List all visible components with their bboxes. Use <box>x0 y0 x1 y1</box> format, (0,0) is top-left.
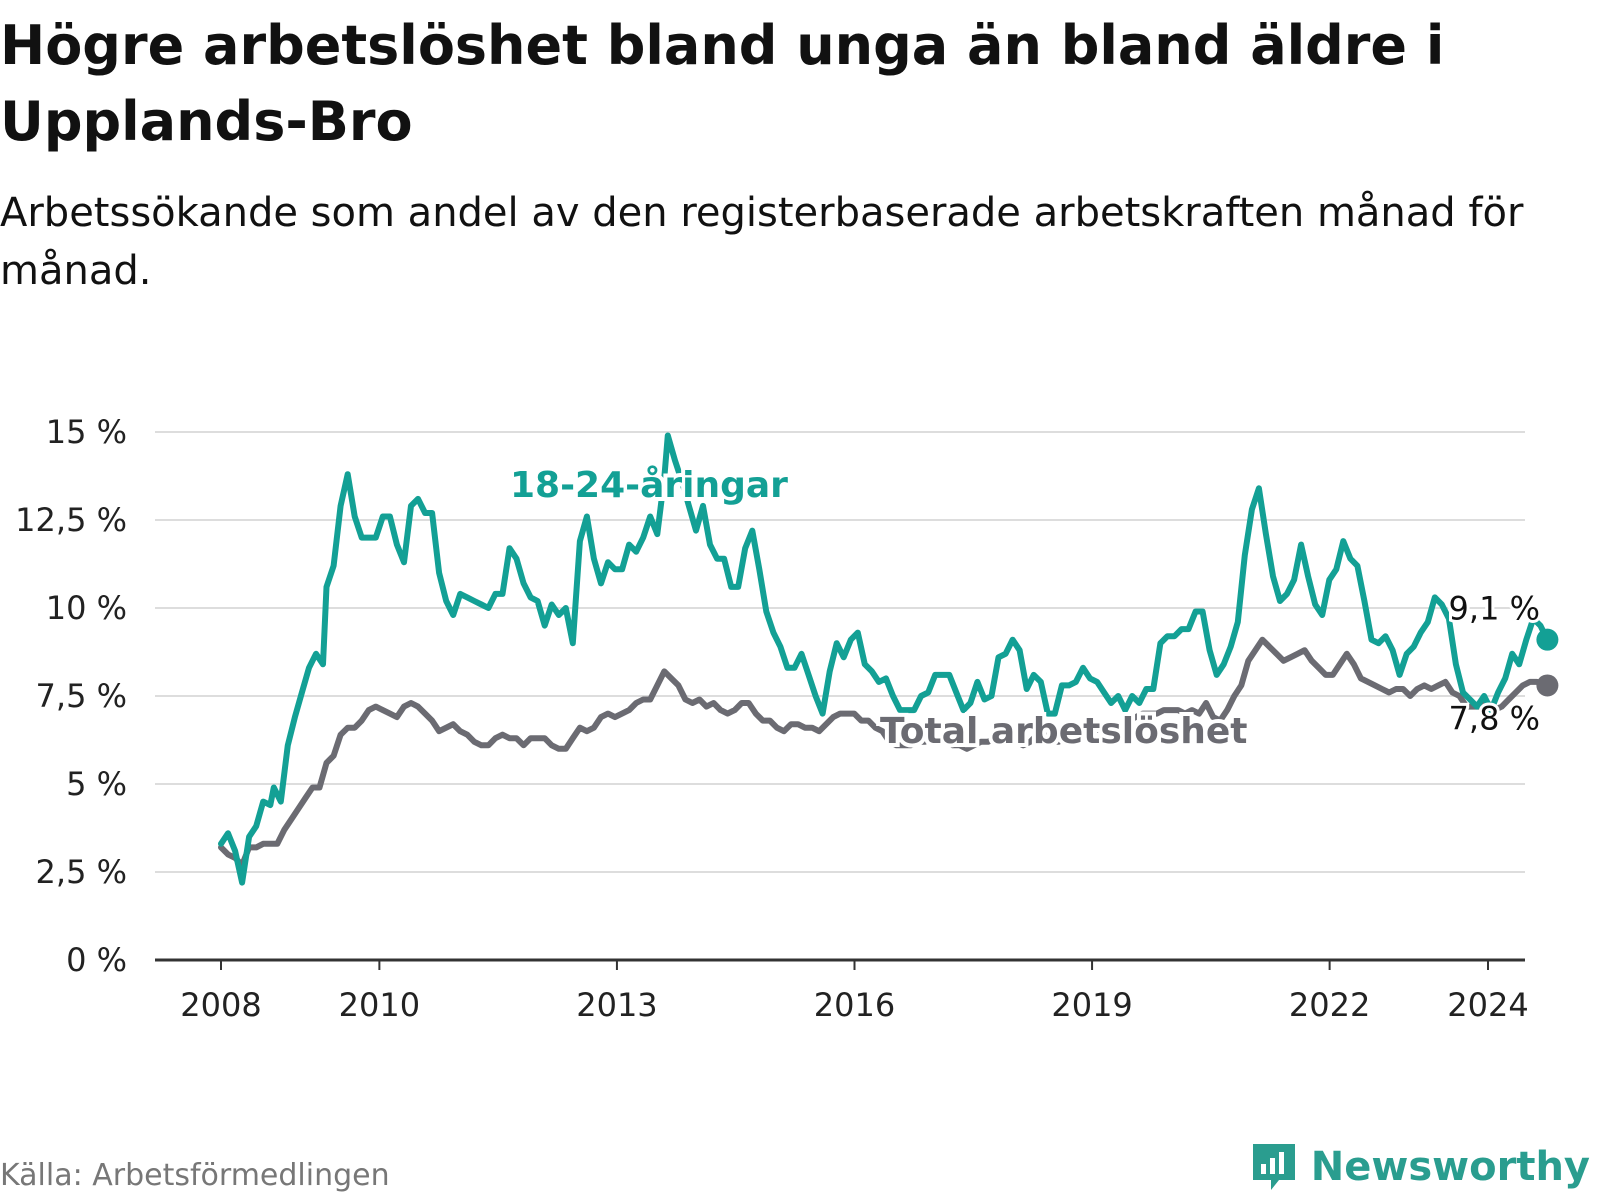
x-tick-label: 2022 <box>1289 986 1370 1024</box>
y-tick-label: 15 % <box>46 413 127 451</box>
end-point-total <box>1536 674 1559 697</box>
chart-subtitle: Arbetssökande som andel av den registerb… <box>0 190 1524 294</box>
x-tick-label: 2019 <box>1051 986 1132 1024</box>
y-tick-label: 12,5 % <box>15 501 127 539</box>
x-tick-label: 2024 <box>1447 986 1528 1024</box>
series-label-total: Total arbetslöshet <box>880 711 1248 752</box>
end-label-youth: 9,1 % <box>1449 590 1540 628</box>
x-axis: 2008 2010 2013 2016 2019 2022 2024 <box>155 958 1529 1024</box>
x-tick-label: 2016 <box>814 986 895 1024</box>
series-label-youth: 18-24-åringar <box>510 465 788 506</box>
x-tick-label: 2013 <box>576 986 657 1024</box>
brand-name: Newsworthy <box>1310 1144 1590 1190</box>
newsworthy-brand: Newsworthy <box>1249 1140 1590 1194</box>
y-tick-label: 5 % <box>66 765 127 803</box>
source-note: Källa: Arbetsförmedlingen <box>0 1158 390 1193</box>
y-tick-label: 2,5 % <box>36 853 127 891</box>
y-axis-ticks: 0 % 2,5 % 5 % 7,5 % 10 % 12,5 % 15 % <box>15 413 127 979</box>
chart-title: Högre arbetslöshet bland unga än bland ä… <box>0 14 1445 153</box>
end-point-youth <box>1536 628 1559 651</box>
y-tick-label: 7,5 % <box>36 677 127 715</box>
series-line-youth <box>218 432 1551 886</box>
y-tick-label: 0 % <box>66 941 127 979</box>
x-tick-label: 2010 <box>339 986 420 1024</box>
series-labels: 9,1 % 7,8 % 18-24-åringar Total arbetslöshe… <box>506 461 1543 756</box>
newsworthy-logo-icon <box>1252 1144 1295 1190</box>
y-tick-label: 10 % <box>46 589 127 627</box>
series-line-total <box>218 636 1551 868</box>
x-tick-label: 2008 <box>180 986 261 1024</box>
end-label-total: 7,8 % <box>1449 699 1540 737</box>
series-lines <box>218 432 1559 886</box>
